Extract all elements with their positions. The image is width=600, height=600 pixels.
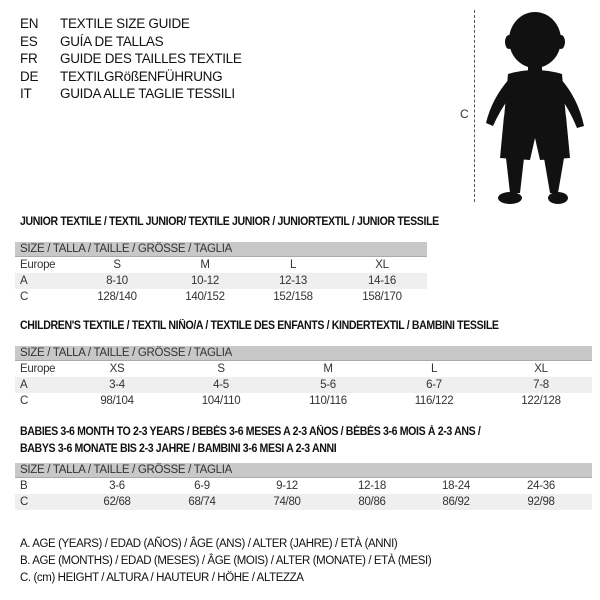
cell: 7-8 [533,379,549,391]
cell: 122/128 [521,395,561,407]
babies-size-table: SIZE / TALLA / TAILLE / GRÖSSE / TAGLIA … [15,463,592,510]
legend-a: A. AGE (YEARS) / EDAD (AÑOS) / ÂGE (ANS)… [20,538,398,550]
legend-b: B. AGE (MONTHS) / EDAD (MESES) / ÂGE (MO… [20,555,432,567]
legend-c: C. (cm) HEIGHT / ALTURA / HAUTEUR / HÖHE… [20,572,304,584]
cell: 152/158 [273,291,313,303]
cell: 14-16 [368,275,396,287]
cell: 3-6 [109,480,125,492]
cell: 158/170 [362,291,402,303]
child-silhouette-icon [486,12,584,204]
junior-title: JUNIOR TEXTILE / TEXTIL JUNIOR/ TEXTILE … [20,216,439,228]
table-row: Europe XS S M L XL [20,363,548,375]
cell: 62/68 [103,496,131,508]
cell: 140/152 [185,291,225,303]
table-header: SIZE / TALLA / TAILLE / GRÖSSE / TAGLIA [15,242,427,257]
table-row: A 8-10 10-12 12-13 14-16 [15,273,427,289]
cell: 68/74 [188,496,216,508]
cell: XL [375,259,389,271]
cell: 86/92 [442,496,470,508]
cell: 104/110 [201,395,241,407]
cell: 8-10 [106,275,128,287]
table-row: C 98/104 104/110 110/116 116/122 122/128 [20,395,561,407]
lang-en: EN TEXTILE SIZE GUIDE [20,16,190,31]
cell: XS [109,363,125,375]
cell: S [113,259,121,271]
cell: M [200,259,210,271]
table-row: B 3-6 6-9 9-12 12-18 18-24 24-36 [20,480,555,492]
cell: 5-6 [320,379,336,391]
table-header: SIZE / TALLA / TAILLE / GRÖSSE / TAGLIA [15,346,592,361]
height-label: C [460,107,469,121]
cell: M [323,363,333,375]
cell: XL [534,363,548,375]
cell: 74/80 [273,496,301,508]
height-line [474,10,475,202]
cell: 3-4 [109,379,125,391]
cell: 6-7 [426,379,442,391]
cell: 110/116 [309,395,347,407]
cell: 128/140 [97,291,137,303]
cell: 4-5 [213,379,229,391]
table-header: SIZE / TALLA / TAILLE / GRÖSSE / TAGLIA [15,463,592,478]
cell: 92/98 [527,496,555,508]
cell: 18-24 [442,480,470,492]
children-size-table: SIZE / TALLA / TAILLE / GRÖSSE / TAGLIA … [15,346,592,409]
lang-fr: FR GUIDE DES TAILLES TEXTILE [20,51,242,66]
table-row: A 3-4 4-5 5-6 6-7 7-8 [15,377,592,393]
cell: 116/122 [414,395,454,407]
lang-es: ES GUÍA DE TALLAS [20,33,164,49]
cell: 6-9 [194,480,210,492]
cell: 12-13 [279,275,307,287]
lang-it: IT GUIDA ALLE TAGLIE TESSILI [20,86,235,101]
cell: 80/86 [358,496,386,508]
cell: 24-36 [527,480,555,492]
table-row: Europe S M L XL [20,259,389,271]
children-title: CHILDREN'S TEXTILE / TEXTIL NIÑO/A / TEX… [20,320,499,332]
babies-title-line1: BABIES 3-6 MONTH TO 2-3 YEARS / BEBÉS 3-… [20,426,481,438]
babies-title-line2: BABYS 3-6 MONATE BIS 2-3 JAHRE / BAMBINI… [20,443,337,455]
cell: L [289,259,297,271]
table-row: C 128/140 140/152 152/158 158/170 [20,291,402,303]
cell: S [217,363,225,375]
cell: 10-12 [191,275,219,287]
cell: 98/104 [100,395,134,407]
cell: 12-18 [358,480,386,492]
cell: 9-12 [276,480,298,492]
table-row: C 62/68 68/74 74/80 80/86 86/92 92/98 [15,494,592,510]
cell: L [430,363,438,375]
junior-size-table: SIZE / TALLA / TAILLE / GRÖSSE / TAGLIA … [15,242,427,305]
lang-de: DE TEXTILGRößENFÜHRUNG [20,68,223,84]
